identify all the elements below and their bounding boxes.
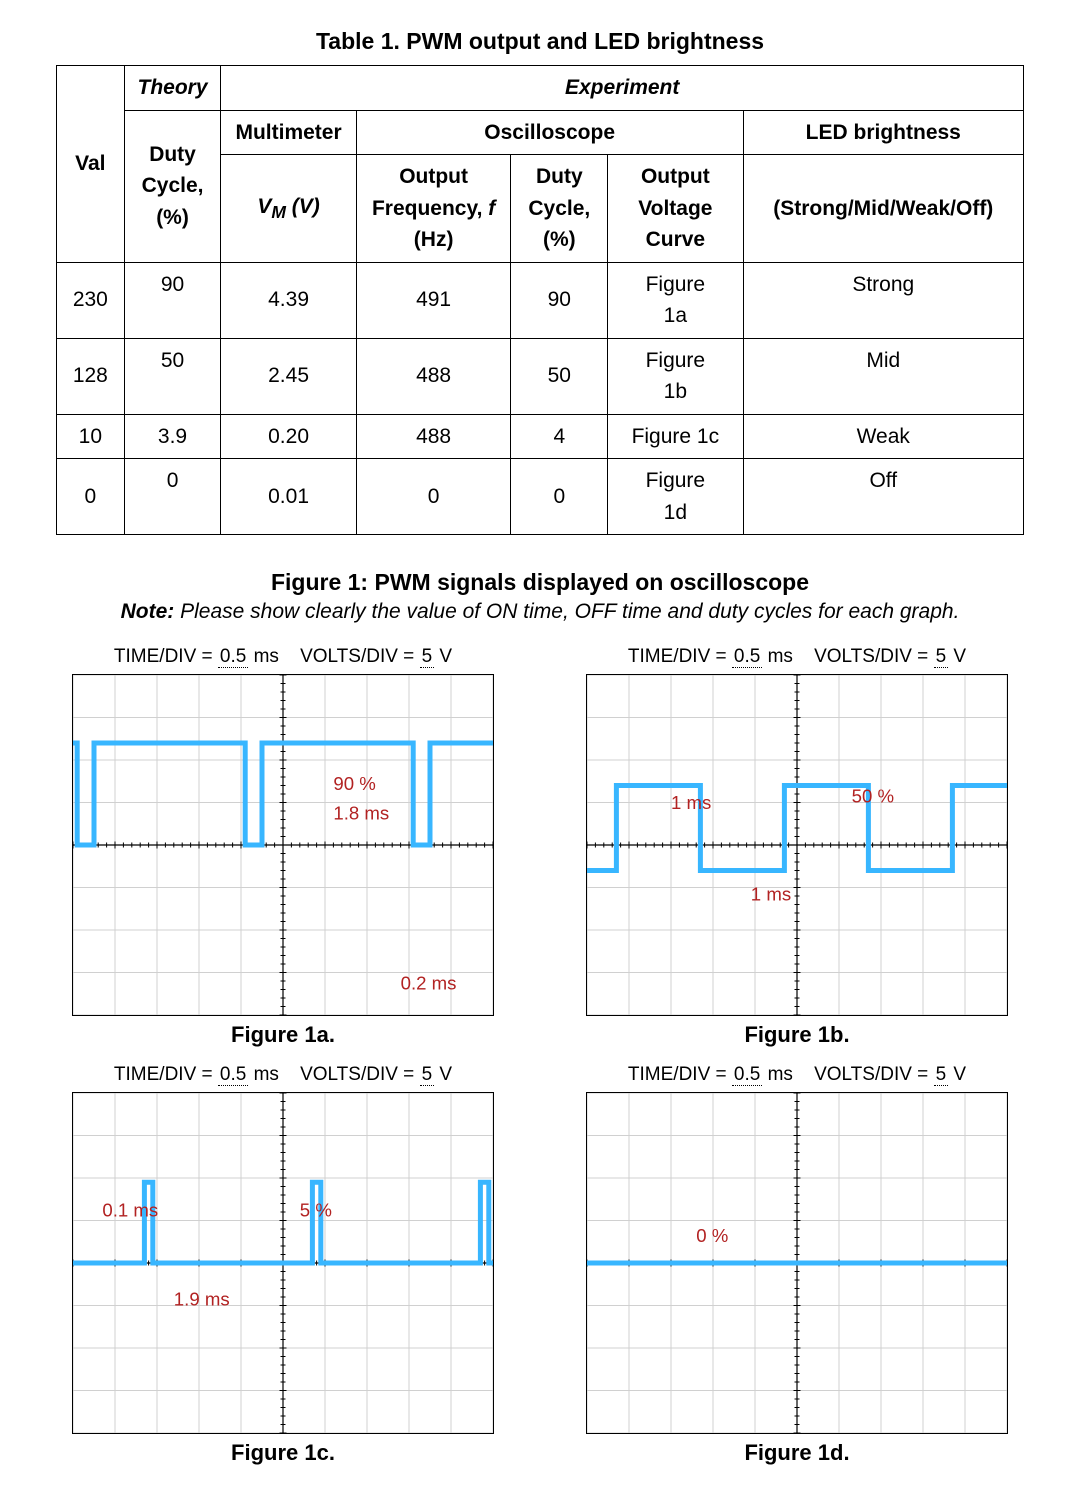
table-cell: Figure1b [608,338,743,414]
scope-caption: Figure 1a. [231,1022,335,1048]
table-cell: Strong [743,262,1023,338]
table-cell: 50 [124,338,221,414]
oscilloscope-display: 0 % [586,1092,1008,1434]
table-cell: 230 [57,262,125,338]
figure-note: Note: Please show clearly the value of O… [56,600,1024,624]
svg-text:50 %: 50 % [852,786,894,807]
col-multimeter: Multimeter [221,110,356,155]
table-cell: Off [743,459,1023,535]
table-title: Table 1. PWM output and LED brightness [56,28,1024,55]
table-cell: 488 [356,338,511,414]
col-led2: (Strong/Mid/Weak/Off) [743,155,1023,263]
table-cell: 0 [57,459,125,535]
scope-settings-label: TIME/DIV = 0.5 ms VOLTS/DIV = 5 V [114,646,452,668]
table-row: 103.90.204884Figure 1cWeak [57,414,1024,459]
scope-fig1a: TIME/DIV = 0.5 ms VOLTS/DIV = 5 V 90 % 1.8… [56,642,510,1054]
table-cell: 3.9 [124,414,221,459]
table-cell: 491 [356,262,511,338]
svg-text:90 %: 90 % [333,773,375,794]
scope-caption: Figure 1d. [744,1440,849,1466]
table-row: 000.0100Figure1dOff [57,459,1024,535]
svg-text:0.1 ms: 0.1 ms [102,1199,158,1220]
table-cell: Figure1d [608,459,743,535]
table-cell: 0.01 [221,459,356,535]
col-duty2: Duty Cycle, (%) [511,155,608,263]
col-freq: Output Frequency, f (Hz) [356,155,511,263]
table-cell: Figure1a [608,262,743,338]
svg-text:1.8 ms: 1.8 ms [333,803,389,824]
table-cell: 4.39 [221,262,356,338]
table-cell: 2.45 [221,338,356,414]
table-cell: 90 [511,262,608,338]
table-cell: 0 [511,459,608,535]
scope-fig1c: TIME/DIV = 0.5 ms VOLTS/DIV = 5 V 0.1 ms 5… [56,1060,510,1472]
col-vm: VM (V) [221,155,356,263]
table-cell: Figure 1c [608,414,743,459]
scope-settings-label: TIME/DIV = 0.5 ms VOLTS/DIV = 5 V [628,646,966,668]
table-cell: 10 [57,414,125,459]
svg-text:0.2 ms: 0.2 ms [401,973,457,994]
scope-caption: Figure 1c. [231,1440,335,1466]
table-cell: 50 [511,338,608,414]
col-curve: Output Voltage Curve [608,155,743,263]
table-row: 128502.4548850Figure1bMid [57,338,1024,414]
col-theory: Theory [124,66,221,111]
table-cell: 488 [356,414,511,459]
pwm-table: Val Theory Experiment Duty Cycle, (%) Mu… [56,65,1024,535]
table-cell: 0 [124,459,221,535]
svg-text:0 %: 0 % [696,1225,728,1246]
table-row: 230904.3949190Figure1aStrong [57,262,1024,338]
svg-text:5 %: 5 % [300,1199,332,1220]
scope-fig1b: TIME/DIV = 0.5 ms VOLTS/DIV = 5 V 1 ms 50 … [570,642,1024,1054]
col-duty-theory: Duty Cycle, (%) [124,110,221,262]
table-cell: 90 [124,262,221,338]
scope-settings-label: TIME/DIV = 0.5 ms VOLTS/DIV = 5 V [114,1064,452,1086]
scope-fig1d: TIME/DIV = 0.5 ms VOLTS/DIV = 5 V 0 % Figu… [570,1060,1024,1472]
oscilloscope-display: 90 % 1.8 ms 0.2 ms [72,674,494,1016]
scope-caption: Figure 1b. [744,1022,849,1048]
col-led: LED brightness [743,110,1023,155]
svg-text:1 ms: 1 ms [671,792,711,813]
table-cell: Mid [743,338,1023,414]
oscilloscope-display: 0.1 ms 5 % 1.9 ms [72,1092,494,1434]
table-cell: 0 [356,459,511,535]
table-cell: 128 [57,338,125,414]
svg-text:1.9 ms: 1.9 ms [174,1289,230,1310]
scope-settings-label: TIME/DIV = 0.5 ms VOLTS/DIV = 5 V [628,1064,966,1086]
figure-title: Figure 1: PWM signals displayed on oscil… [56,569,1024,596]
table-cell: 0.20 [221,414,356,459]
note-body: Please show clearly the value of ON time… [174,600,959,623]
oscilloscope-display: 1 ms 50 % 1 ms [586,674,1008,1016]
col-val: Val [57,66,125,263]
svg-text:1 ms: 1 ms [751,883,791,904]
table-cell: Weak [743,414,1023,459]
table-cell: 4 [511,414,608,459]
note-lead: Note: [121,600,175,623]
col-oscilloscope: Oscilloscope [356,110,743,155]
col-experiment: Experiment [221,66,1024,111]
scope-grid: TIME/DIV = 0.5 ms VOLTS/DIV = 5 V 90 % 1.8… [56,642,1024,1472]
